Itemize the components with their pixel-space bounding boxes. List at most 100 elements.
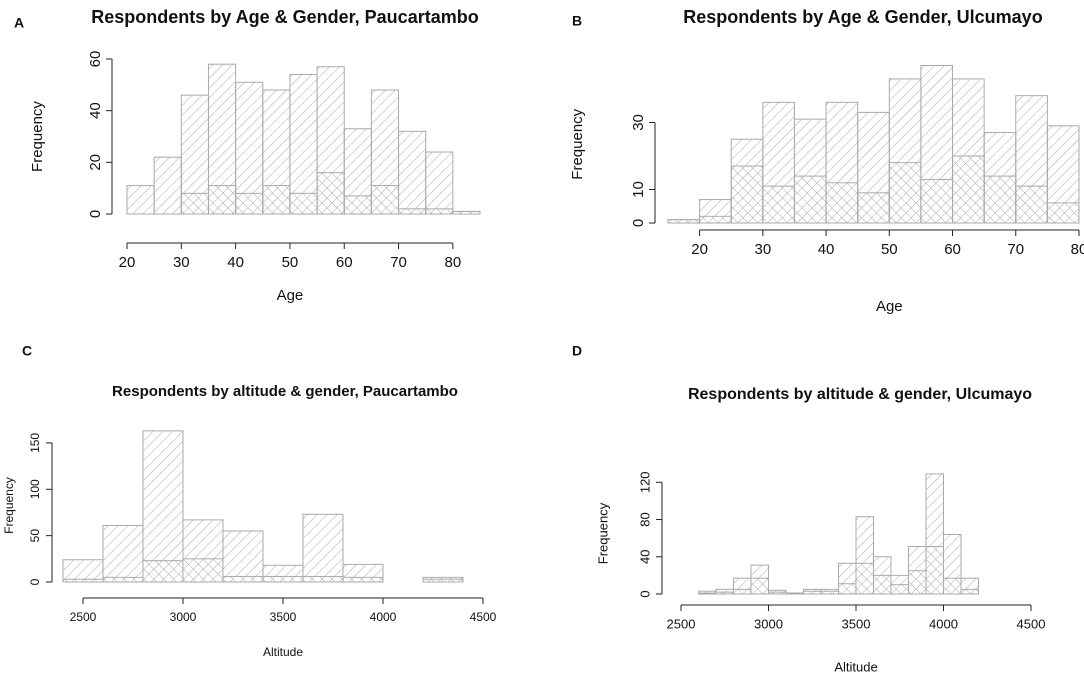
histogram-bar (908, 570, 927, 595)
x-tick-label: 80 (1071, 241, 1084, 258)
x-tick-label: 40 (818, 241, 835, 258)
histogram-bar (762, 185, 795, 224)
x-tick-label: 80 (445, 254, 462, 271)
y-axis-label: Frequency (2, 477, 16, 534)
histogram-bar (398, 208, 427, 215)
chart-title: Respondents by altitude & gender, Ulcuma… (688, 386, 1032, 403)
histogram-bar (960, 588, 979, 595)
x-axis-label: Age (876, 298, 903, 315)
histogram-bar (262, 575, 304, 583)
histogram-bar (873, 574, 892, 595)
x-tick-label: 3500 (270, 610, 297, 624)
histogram-bar (302, 575, 344, 583)
x-tick-label: 70 (390, 254, 407, 271)
histogram-bar (952, 155, 985, 224)
histogram-bar (750, 577, 769, 595)
histogram-bar (142, 430, 184, 583)
histogram-bar (153, 156, 182, 215)
histogram-bar (715, 591, 734, 595)
x-tick-label: 4500 (1017, 616, 1046, 631)
histogram-bar (235, 192, 264, 215)
x-tick-label: 3000 (754, 616, 783, 631)
histogram-bar (207, 185, 237, 215)
x-tick-label: 3500 (842, 616, 871, 631)
histogram-bar (370, 185, 400, 215)
histogram-bar (422, 578, 464, 583)
y-axis-label: Frequency (569, 108, 586, 179)
x-tick-label: 20 (691, 241, 708, 258)
histogram-bar (699, 215, 732, 224)
x-axis-label: Age (277, 287, 304, 304)
panel-label: B (572, 13, 582, 29)
histogram-bar (1046, 202, 1080, 224)
y-tick-label: 80 (637, 512, 652, 526)
histogram-bar (857, 192, 890, 224)
histogram-bar (425, 151, 454, 215)
panel-label: A (14, 15, 24, 31)
x-tick-label: 2500 (70, 610, 97, 624)
y-axis-label: Frequency (29, 101, 46, 172)
histogram-bar (452, 210, 481, 215)
histogram-bar (733, 588, 752, 595)
histogram-bar (126, 185, 155, 215)
y-tick-label: 0 (637, 590, 652, 597)
histogram-bar (342, 576, 384, 583)
histogram-bar (343, 195, 372, 215)
histogram-bar (62, 559, 104, 583)
histogram-bar (888, 162, 922, 224)
panel-label: C (22, 343, 32, 359)
histogram-bar (793, 175, 827, 224)
x-tick-label: 20 (119, 254, 136, 271)
histogram-bar (890, 584, 909, 595)
histogram-bar (182, 558, 224, 583)
y-tick-label: 20 (87, 154, 104, 171)
x-tick-label: 50 (881, 241, 898, 258)
chart-title: Respondents by Age & Gender, Ulcumayo (683, 7, 1042, 27)
histogram-bar (820, 590, 839, 595)
histogram-bar (943, 577, 962, 595)
histogram-bar (302, 513, 344, 583)
y-tick-label: 10 (630, 181, 647, 198)
y-tick-label: 150 (28, 433, 42, 453)
histogram-bar (222, 575, 264, 583)
x-tick-label: 60 (944, 241, 961, 258)
histogram-bar (222, 530, 264, 583)
histogram-bar (289, 192, 318, 215)
histogram-bar (698, 592, 717, 595)
histogram-bar (316, 172, 345, 215)
x-axis-label: Altitude (834, 659, 877, 674)
y-axis-label: Frequency (595, 502, 610, 564)
histogram-bar (983, 175, 1017, 224)
x-tick-label: 2500 (667, 616, 696, 631)
y-tick-label: 120 (637, 471, 652, 493)
histogram-bar (398, 130, 427, 215)
histogram-bar (62, 578, 104, 583)
chart-title: Respondents by Age & Gender, Paucartambo (91, 7, 478, 27)
x-tick-label: 4000 (370, 610, 397, 624)
y-tick-label: 100 (28, 479, 42, 499)
y-tick-label: 60 (87, 51, 104, 68)
x-tick-label: 30 (755, 241, 772, 258)
histogram-bar (825, 182, 859, 224)
x-tick-label: 3000 (170, 610, 197, 624)
histogram-bar (180, 192, 209, 215)
x-tick-label: 4500 (470, 610, 497, 624)
histogram-bar (785, 592, 804, 595)
histogram-bar (425, 208, 454, 215)
histogram-bar (730, 165, 764, 224)
histogram-bar (102, 524, 144, 583)
histogram-bar (838, 583, 857, 595)
x-tick-label: 4000 (929, 616, 958, 631)
chart-title: Respondents by altitude & gender, Paucar… (112, 383, 458, 400)
histogram-bar (142, 560, 184, 583)
y-tick-label: 0 (630, 219, 647, 227)
x-tick-label: 40 (227, 254, 244, 271)
y-tick-label: 0 (87, 210, 104, 218)
y-tick-label: 40 (87, 102, 104, 119)
x-axis-label: Altitude (263, 645, 303, 659)
histogram-bar (803, 590, 822, 595)
y-tick-label: 0 (28, 578, 42, 585)
x-tick-label: 60 (336, 254, 353, 271)
